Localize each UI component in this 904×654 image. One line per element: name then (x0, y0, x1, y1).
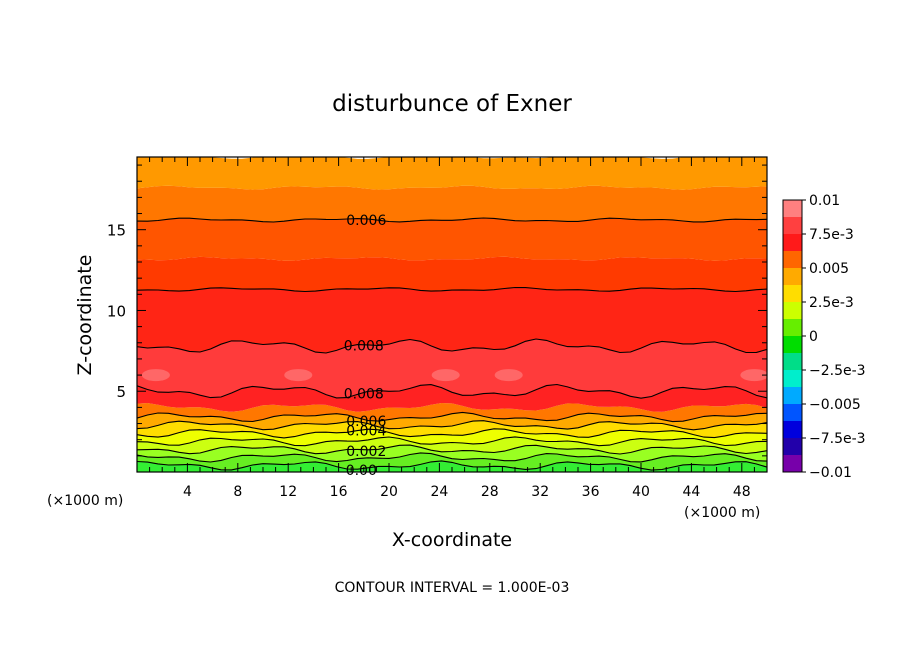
x-tick-label: 20 (380, 484, 398, 500)
colorbar-swatch (783, 285, 802, 303)
contour-line (137, 338, 767, 354)
colorbar-swatch (783, 200, 802, 218)
contour-band (137, 412, 767, 430)
colorbar-swatch (783, 404, 802, 422)
colorbar-labels: 0.01 7.5e-3 0.005 2.5e-3 0 −2.5e-3 −0.005 −7.5e… (802, 193, 866, 481)
x-tick-label: 44 (682, 484, 700, 500)
highlight-patch (740, 369, 767, 382)
contour-band (137, 157, 767, 190)
colorbar-label: 0.01 (809, 193, 840, 209)
contour-band (137, 428, 767, 446)
x-tick-label: 24 (430, 484, 448, 500)
highlight-patch (431, 369, 460, 382)
y-tick-label: 15 (107, 222, 126, 240)
colorbar-label: 0.005 (809, 261, 849, 277)
contour-label: 0.002 (346, 444, 386, 460)
colorbar-swatch (783, 251, 802, 269)
contour-line (137, 428, 767, 439)
colorbar-swatch (783, 370, 802, 388)
x-tick-label: 28 (481, 484, 499, 500)
highlight-patch (284, 369, 313, 382)
colorbar-swatch (783, 336, 802, 354)
contour-line (137, 383, 767, 399)
y-tick-label: 5 (116, 383, 126, 401)
colorbar-swatch (783, 302, 802, 320)
highlight-patch (141, 369, 170, 382)
colorbar-label: −0.01 (809, 465, 852, 481)
x-tick-label: 36 (582, 484, 600, 500)
colorbar-label: −0.005 (809, 397, 861, 413)
contour-band (137, 436, 767, 454)
x-tick-label: 8 (233, 484, 242, 500)
contour-fill-bands (137, 157, 767, 472)
x-tick-label: 4 (183, 484, 192, 500)
colorbar-label: −7.5e-3 (809, 431, 866, 447)
colorbar-swatch (783, 353, 802, 371)
contour-label: 0.008 (344, 386, 384, 402)
contour-label: 0.006 (346, 213, 386, 229)
contour-band (137, 218, 767, 261)
contour-line (137, 460, 767, 471)
y-axis-label: Z-coordinate (74, 255, 96, 376)
y-axis-ticks: 5 10 15 (107, 164, 767, 473)
contour-band (137, 339, 767, 399)
chart-title: disturbunce of Exner (332, 91, 572, 117)
x-axis-ticks: 4 8 12 16 20 24 28 32 36 40 44 48 (136, 157, 768, 500)
colorbar-swatch (783, 455, 802, 473)
contour-line (137, 217, 767, 223)
colorbar-label: −2.5e-3 (809, 363, 866, 379)
contour-interval-note: CONTOUR INTERVAL = 1.000E-03 (335, 580, 570, 596)
colorbar-label: 7.5e-3 (809, 227, 854, 243)
contour-line (137, 444, 767, 455)
highlight-patch (494, 369, 523, 382)
colorbar-swatch (783, 234, 802, 252)
colorbar-label: 2.5e-3 (809, 295, 854, 311)
contour-line (137, 436, 767, 447)
colorbar-swatch (783, 387, 802, 405)
contour-line (137, 411, 767, 423)
colorbar-swatch (783, 438, 802, 456)
contour-label: 0.004 (346, 423, 386, 439)
colorbar-label: 0 (809, 329, 818, 345)
colorbar-swatch (783, 421, 802, 439)
x-tick-label: 32 (531, 484, 549, 500)
x-unit-label-right: (×1000 m) (684, 505, 760, 521)
contour-line (137, 286, 767, 293)
contour-lines (137, 217, 767, 471)
contour-band (137, 185, 767, 222)
contour-line (137, 420, 767, 431)
x-tick-label: 40 (632, 484, 650, 500)
x-tick-label: 16 (330, 484, 348, 500)
contour-label: 0.008 (344, 339, 384, 355)
contour-band (137, 420, 767, 438)
x-tick-label: 48 (733, 484, 751, 500)
colorbar-swatch (783, 217, 802, 235)
contour-line (137, 452, 767, 463)
x-tick-label: 12 (279, 484, 297, 500)
contour-band (137, 384, 767, 412)
contour-band (137, 287, 767, 353)
contour-band (137, 256, 767, 292)
contour-label: 0.00 (346, 463, 377, 479)
contour-band (137, 403, 767, 422)
colorbar-swatch (783, 268, 802, 286)
contour-band (137, 460, 767, 472)
colorbar-swatch (783, 319, 802, 337)
highlight-patches (141, 369, 767, 382)
x-unit-label-left: (×1000 m) (47, 493, 123, 509)
plot-area (137, 157, 767, 472)
y-tick-label: 10 (107, 302, 126, 320)
x-axis-label: X-coordinate (392, 529, 512, 551)
colorbar (782, 199, 803, 473)
contour-label: 0.006 (346, 414, 386, 430)
